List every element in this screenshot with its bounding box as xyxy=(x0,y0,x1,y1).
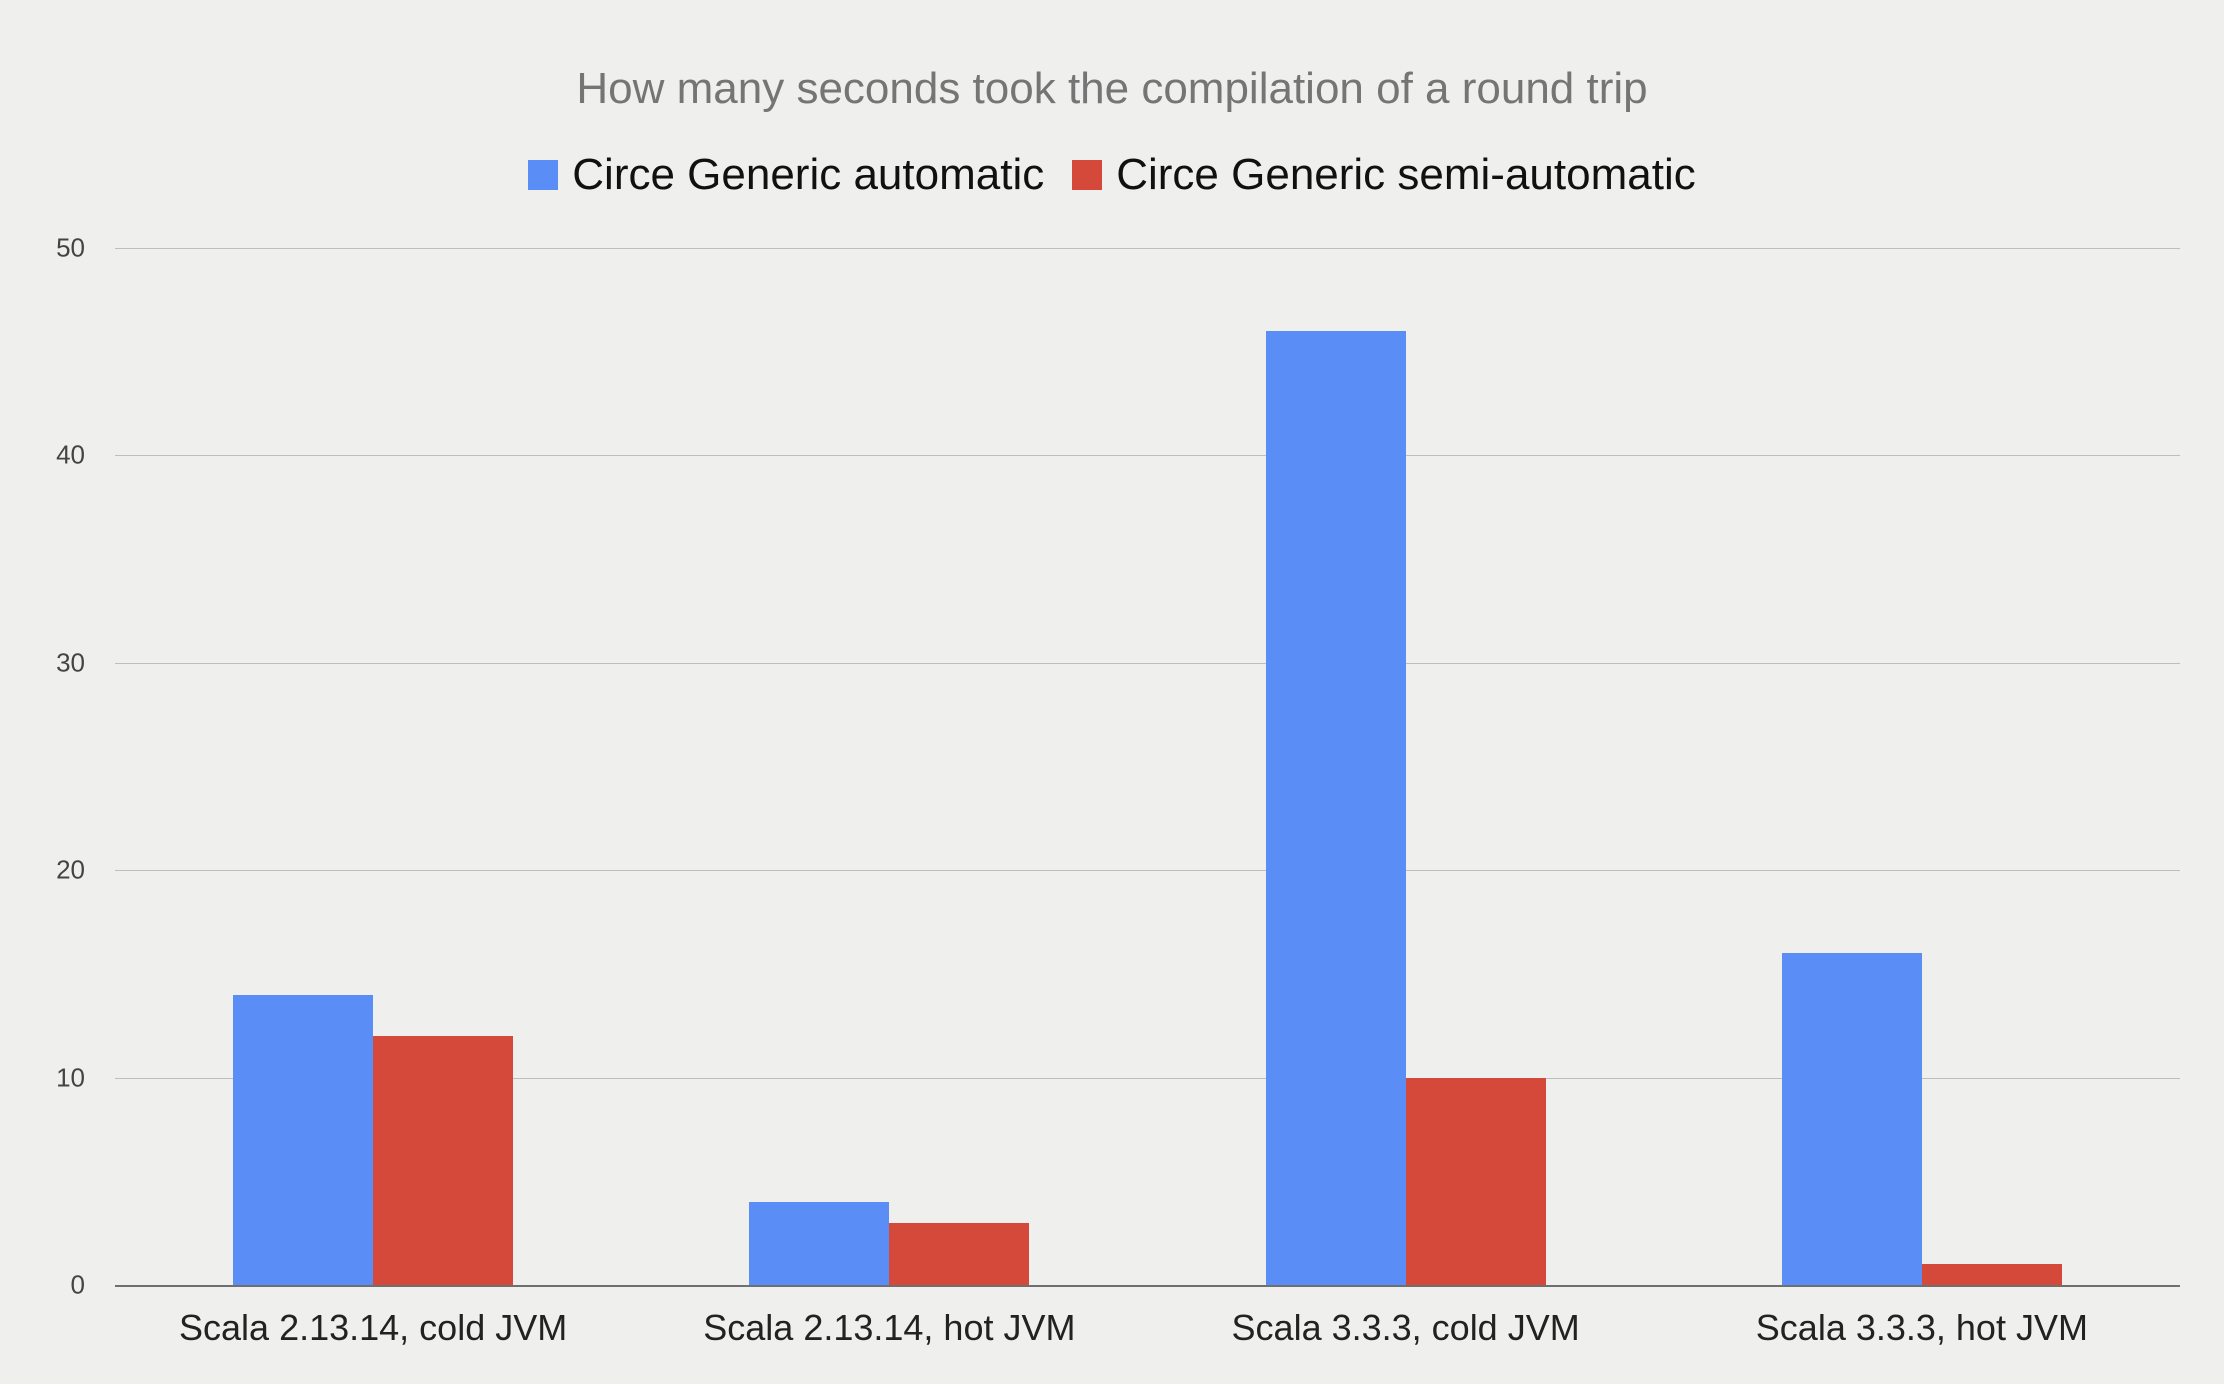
legend-label-semi-automatic: Circe Generic semi-automatic xyxy=(1116,150,1696,200)
y-tick-label: 10 xyxy=(0,1062,85,1093)
bar xyxy=(1922,1264,2062,1285)
chart-legend: Circe Generic automatic Circe Generic se… xyxy=(0,150,2224,200)
bar xyxy=(373,1036,513,1285)
legend-item-automatic: Circe Generic automatic xyxy=(528,150,1044,200)
x-axis-baseline xyxy=(115,1285,2180,1287)
chart-title: How many seconds took the compilation of… xyxy=(0,64,2224,114)
x-tick-label: Scala 3.3.3, cold JVM xyxy=(1232,1307,1580,1349)
bar xyxy=(749,1202,889,1285)
legend-label-automatic: Circe Generic automatic xyxy=(572,150,1044,200)
legend-item-semi-automatic: Circe Generic semi-automatic xyxy=(1072,150,1696,200)
bar xyxy=(233,995,373,1285)
bar xyxy=(1266,331,1406,1285)
bar xyxy=(889,1223,1029,1285)
y-tick-label: 30 xyxy=(0,647,85,678)
x-tick-label: Scala 2.13.14, cold JVM xyxy=(179,1307,567,1349)
legend-swatch-semi-automatic xyxy=(1072,160,1102,190)
legend-swatch-automatic xyxy=(528,160,558,190)
y-tick-label: 0 xyxy=(0,1270,85,1301)
gridline xyxy=(115,455,2180,456)
y-tick-label: 50 xyxy=(0,233,85,264)
bar xyxy=(1406,1078,1546,1285)
y-tick-label: 20 xyxy=(0,855,85,886)
gridline xyxy=(115,248,2180,249)
x-tick-label: Scala 3.3.3, hot JVM xyxy=(1756,1307,2088,1349)
gridline xyxy=(115,663,2180,664)
y-tick-label: 40 xyxy=(0,440,85,471)
bar xyxy=(1782,953,1922,1285)
x-tick-label: Scala 2.13.14, hot JVM xyxy=(703,1307,1075,1349)
gridline xyxy=(115,870,2180,871)
